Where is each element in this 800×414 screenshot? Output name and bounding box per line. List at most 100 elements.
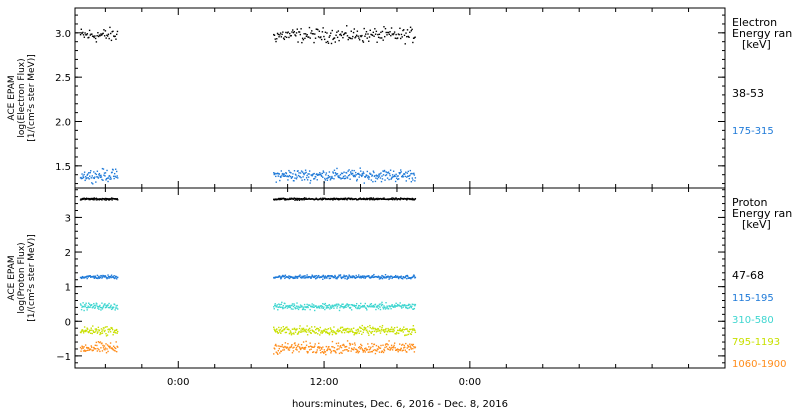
data-point bbox=[365, 33, 367, 35]
data-point bbox=[344, 177, 347, 180]
data-point bbox=[369, 324, 371, 327]
data-point bbox=[371, 275, 373, 277]
data-point bbox=[361, 175, 363, 178]
data-point bbox=[109, 331, 112, 333]
data-point bbox=[320, 332, 322, 334]
data-point bbox=[403, 347, 405, 349]
data-point bbox=[275, 305, 277, 307]
data-point bbox=[101, 277, 103, 279]
data-point bbox=[79, 303, 82, 305]
data-point bbox=[370, 350, 373, 353]
data-point bbox=[279, 179, 281, 182]
data-point bbox=[389, 348, 392, 350]
data-point bbox=[386, 306, 389, 308]
data-point bbox=[105, 333, 107, 335]
x-tick-label: 0:00 bbox=[459, 377, 481, 388]
data-point bbox=[331, 329, 333, 332]
data-point bbox=[337, 345, 339, 347]
data-point bbox=[283, 38, 286, 41]
data-point bbox=[92, 305, 94, 308]
data-point bbox=[396, 178, 399, 181]
data-point bbox=[372, 197, 375, 199]
data-point bbox=[84, 344, 87, 346]
data-point bbox=[319, 326, 321, 329]
data-point bbox=[91, 346, 93, 348]
data-point bbox=[331, 333, 334, 336]
data-point bbox=[379, 347, 382, 349]
data-point bbox=[376, 350, 378, 352]
data-point bbox=[293, 333, 295, 335]
data-point bbox=[300, 176, 302, 179]
data-point bbox=[95, 330, 97, 332]
data-point bbox=[349, 306, 352, 309]
data-point bbox=[317, 328, 319, 330]
data-point bbox=[323, 329, 326, 332]
data-point bbox=[341, 172, 344, 175]
data-point bbox=[323, 35, 325, 38]
data-point bbox=[106, 177, 109, 179]
data-point bbox=[277, 175, 279, 177]
data-point bbox=[304, 33, 307, 35]
data-point bbox=[311, 174, 314, 176]
data-point bbox=[324, 31, 327, 33]
data-point bbox=[80, 276, 82, 279]
data-point bbox=[389, 31, 391, 33]
data-point bbox=[349, 307, 351, 309]
data-point bbox=[300, 343, 303, 346]
data-point bbox=[373, 330, 376, 332]
data-point bbox=[365, 175, 367, 178]
data-point bbox=[100, 332, 102, 335]
data-point bbox=[377, 345, 380, 348]
data-point bbox=[397, 175, 399, 177]
data-point bbox=[83, 171, 86, 173]
data-point bbox=[297, 174, 300, 177]
data-point bbox=[111, 199, 113, 201]
data-point bbox=[380, 303, 382, 305]
data-point bbox=[307, 276, 309, 278]
data-point bbox=[82, 31, 84, 34]
data-point bbox=[347, 38, 349, 41]
data-point bbox=[353, 342, 356, 344]
data-point bbox=[354, 332, 356, 335]
data-point bbox=[401, 36, 403, 38]
data-point bbox=[414, 36, 416, 38]
data-point bbox=[86, 327, 88, 329]
data-point bbox=[84, 304, 87, 306]
data-point bbox=[299, 33, 302, 36]
plot-frames bbox=[74, 7, 726, 369]
data-point bbox=[107, 306, 110, 309]
data-point bbox=[376, 328, 378, 331]
data-point bbox=[85, 349, 87, 352]
legend-title: Proton bbox=[732, 196, 767, 209]
data-point bbox=[371, 174, 374, 176]
data-point bbox=[115, 341, 117, 343]
data-point bbox=[287, 276, 290, 279]
data-point bbox=[311, 175, 313, 177]
data-point bbox=[305, 306, 308, 309]
data-point bbox=[375, 306, 378, 308]
data-point bbox=[115, 328, 118, 331]
data-point bbox=[115, 170, 118, 173]
data-point bbox=[291, 176, 294, 178]
data-point bbox=[339, 274, 342, 276]
data-point bbox=[116, 197, 118, 200]
data-point bbox=[109, 178, 111, 180]
data-point bbox=[332, 199, 334, 201]
data-point bbox=[295, 305, 298, 307]
data-point bbox=[337, 303, 340, 305]
data-point bbox=[114, 309, 116, 311]
data-point bbox=[370, 173, 372, 175]
data-point bbox=[377, 33, 379, 36]
data-point bbox=[346, 340, 349, 342]
data-point bbox=[338, 175, 340, 177]
data-point bbox=[401, 329, 403, 332]
data-point bbox=[280, 350, 283, 353]
data-point bbox=[85, 302, 87, 304]
data-point bbox=[411, 28, 413, 31]
data-point bbox=[92, 349, 94, 351]
data-point bbox=[98, 341, 101, 344]
data-point bbox=[279, 352, 281, 354]
data-point bbox=[404, 43, 406, 45]
data-point bbox=[105, 276, 107, 278]
data-point bbox=[355, 274, 357, 277]
